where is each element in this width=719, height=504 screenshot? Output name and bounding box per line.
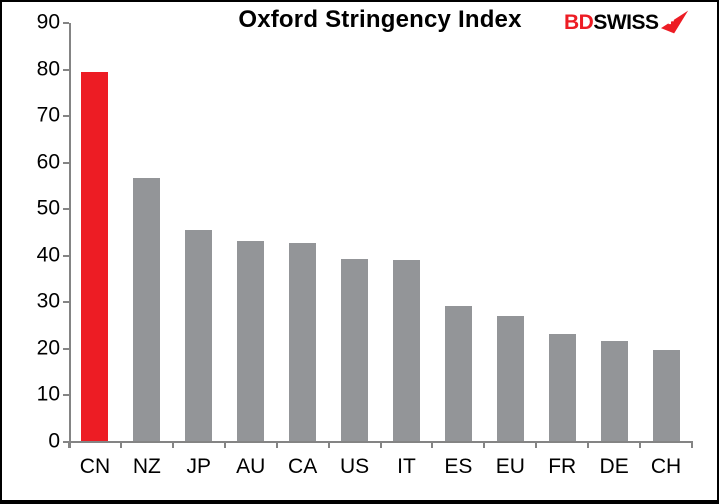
y-tick <box>63 208 69 211</box>
y-axis-label: 20 <box>36 336 60 360</box>
y-axis-label: 50 <box>36 196 60 220</box>
bar-EU <box>496 315 524 441</box>
x-tick <box>691 442 693 448</box>
y-tick <box>63 22 69 24</box>
y-tick <box>63 254 69 257</box>
x-axis-label-ES: ES <box>444 455 473 478</box>
y-tick <box>63 161 69 164</box>
x-tick <box>68 442 70 448</box>
logo-text-bd: BD <box>564 11 594 34</box>
x-tick <box>275 442 278 448</box>
chart-title: Oxford Stringency Index <box>238 6 522 33</box>
x-axis-label-CN: CN <box>79 455 111 478</box>
y-axis-label: 30 <box>36 289 60 313</box>
plot-area: 0 10 20 30 40 50 60 70 80 90 CN NZ JP AU CA US IT ES EU FR D… <box>37 11 693 478</box>
x-tick <box>587 442 590 448</box>
logo-text-swiss: SWISS <box>593 11 659 34</box>
bar-IT <box>392 259 420 441</box>
bar-CN <box>81 71 109 441</box>
y-axis-label: 60 <box>36 150 60 174</box>
x-axis-label-EU: EU <box>495 455 525 478</box>
y-tick <box>63 68 69 71</box>
x-axis-label-AU: AU <box>236 455 266 478</box>
bar-ES <box>444 305 472 441</box>
y-tick <box>63 441 69 443</box>
x-tick <box>535 442 538 448</box>
y-axis-label: 90 <box>36 10 60 34</box>
x-tick <box>119 442 122 448</box>
bar-DE <box>600 340 628 441</box>
x-tick <box>639 442 642 448</box>
x-axis-label-CA: CA <box>288 455 318 478</box>
bdswiss-logo: BD SWISS <box>564 9 689 41</box>
y-tick <box>63 115 69 118</box>
x-axis-label-NZ: NZ <box>132 455 161 478</box>
x-tick <box>223 442 226 448</box>
swiss-arrow-icon <box>660 9 689 41</box>
x-axis-label-IT: IT <box>397 455 416 478</box>
x-tick <box>483 442 486 448</box>
x-tick <box>431 442 434 448</box>
y-tick <box>63 347 69 350</box>
x-tick <box>379 442 382 448</box>
bar-CH <box>652 349 680 441</box>
y-tick <box>63 394 69 397</box>
y-axis-label: 10 <box>36 382 60 406</box>
y-axis-label: 70 <box>36 103 60 127</box>
bar-AU <box>237 240 265 441</box>
y-axis-line <box>69 23 71 448</box>
x-axis-line <box>63 441 693 443</box>
x-axis-label-DE: DE <box>599 455 629 478</box>
y-axis-label: 0 <box>48 429 60 453</box>
bar-FR <box>548 333 576 441</box>
x-tick <box>327 442 330 448</box>
x-axis-label-CH: CH <box>650 455 682 478</box>
x-axis-label-JP: JP <box>186 455 212 478</box>
bar-NZ <box>133 177 161 441</box>
bar-US <box>341 259 369 441</box>
x-axis-label-US: US <box>339 455 370 478</box>
y-axis-label: 40 <box>36 243 60 267</box>
x-axis-label-FR: FR <box>548 455 577 478</box>
bar-JP <box>185 230 213 441</box>
x-tick <box>171 442 174 448</box>
y-tick <box>63 301 69 304</box>
bar-CA <box>289 242 317 441</box>
y-axis-label: 80 <box>36 57 60 81</box>
